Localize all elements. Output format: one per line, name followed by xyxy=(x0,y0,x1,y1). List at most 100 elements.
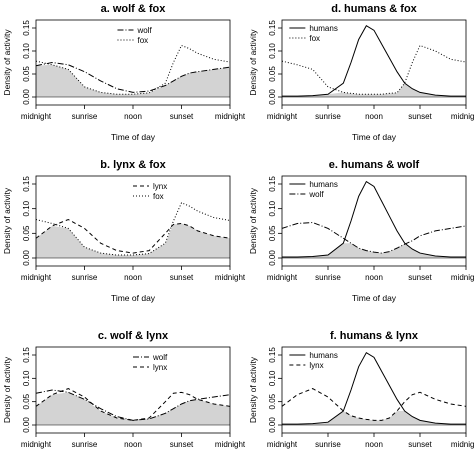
x-tick-label: sunrise xyxy=(315,112,341,121)
x-tick-label: midnight xyxy=(21,112,52,121)
x-tick-label: midnight xyxy=(215,440,246,449)
x-tick-label: midnight xyxy=(451,273,474,282)
overlap-area xyxy=(36,64,230,97)
legend-label-lynx: lynx xyxy=(153,363,167,372)
chart-title: f. humans & lynx xyxy=(330,330,419,342)
y-tick-label: 0.15 xyxy=(22,176,31,192)
legend-label-wolf: wolf xyxy=(136,26,152,35)
chart-panel-1: a. wolf & fox 0.00 0.05 0.10 0.15 Density of … xyxy=(2,3,246,142)
x-axis-label: Time of day xyxy=(111,293,156,303)
y-tick-label: 0.00 xyxy=(22,250,31,266)
overlap-area xyxy=(36,392,230,425)
x-tick-label: midnight xyxy=(451,112,474,121)
y-axis-label: Density of activity xyxy=(2,187,12,254)
y-axis-label: Density of activity xyxy=(2,29,12,96)
x-tick-label: sunrise xyxy=(72,273,98,282)
y-tick-label: 0.15 xyxy=(268,20,277,36)
legend-label-humans: humans xyxy=(309,180,337,189)
chart-panel-6: f. humans & lynx 0.00 0.05 0.10 0.15 Density … xyxy=(248,330,474,462)
y-tick-label: 0.10 xyxy=(22,43,31,59)
chart-title: d. humans & fox xyxy=(331,3,417,15)
y-tick-label: 0.15 xyxy=(22,20,31,36)
chart-panel-2: b. lynx & fox 0.00 0.05 0.10 0.15 Density of … xyxy=(2,159,246,303)
x-tick-label: midnight xyxy=(21,440,52,449)
y-tick-label: 0.05 xyxy=(22,393,31,409)
y-axis-label: Density of activity xyxy=(2,356,12,423)
chart-title: e. humans & wolf xyxy=(329,159,420,171)
series-line-lynx xyxy=(281,388,467,421)
x-axis-label: Time of day xyxy=(352,132,397,142)
x-tick-label: noon xyxy=(365,273,383,282)
legend-label-humans: humans xyxy=(309,24,337,33)
x-tick-label: sunset xyxy=(408,112,432,121)
x-axis-label: Time of day xyxy=(111,132,156,142)
overlap-area xyxy=(282,243,466,258)
y-tick-label: 0.10 xyxy=(22,200,31,216)
legend-label-humans: humans xyxy=(309,351,337,360)
y-tick-label: 0.00 xyxy=(268,89,277,105)
x-tick-label: noon xyxy=(124,440,142,449)
x-tick-label: sunrise xyxy=(72,112,98,121)
x-tick-label: sunrise xyxy=(72,440,98,449)
series-line-fox xyxy=(281,44,467,95)
y-tick-label: 0.05 xyxy=(22,66,31,82)
y-axis-label: Density of activity xyxy=(248,187,258,254)
x-tick-label: noon xyxy=(365,112,383,121)
y-tick-label: 0.00 xyxy=(268,250,277,266)
x-tick-label: midnight xyxy=(215,273,246,282)
y-tick-label: 0.10 xyxy=(268,43,277,59)
x-tick-label: sunset xyxy=(170,112,194,121)
x-tick-label: midnight xyxy=(451,440,474,449)
y-tick-label: 0.15 xyxy=(22,347,31,363)
x-tick-label: midnight xyxy=(267,112,298,121)
y-tick-label: 0.05 xyxy=(268,393,277,409)
x-tick-label: noon xyxy=(365,440,383,449)
y-tick-label: 0.00 xyxy=(268,417,277,433)
overlap-area xyxy=(36,223,230,258)
series-line-humans xyxy=(282,351,466,425)
y-tick-label: 0.05 xyxy=(268,66,277,82)
x-tick-label: midnight xyxy=(267,273,298,282)
series-line-lynx xyxy=(35,218,231,254)
chart-panel-4: d. humans & fox 0.00 0.05 0.10 0.15 Density o… xyxy=(248,3,474,142)
x-tick-label: midnight xyxy=(215,112,246,121)
chart-title: a. wolf & fox xyxy=(101,3,167,15)
chart-panel-3: c. wolf & lynx 0.00 0.05 0.10 0.15 Density of… xyxy=(2,330,246,462)
y-axis-label: Density of activity xyxy=(248,356,258,423)
overlap-area xyxy=(282,411,466,425)
chart-panel-5: e. humans & wolf 0.00 0.05 0.10 0.15 Density … xyxy=(248,159,474,303)
chart-title: c. wolf & lynx xyxy=(98,330,169,342)
series-line-humans xyxy=(282,25,466,97)
legend-label-lynx: lynx xyxy=(153,182,167,191)
legend-label-fox: fox xyxy=(137,36,148,45)
x-tick-label: sunset xyxy=(170,440,194,449)
series-line-wolf xyxy=(35,389,231,421)
x-tick-label: noon xyxy=(124,112,142,121)
y-axis-label: Density of activity xyxy=(248,29,258,96)
y-tick-label: 0.10 xyxy=(268,200,277,216)
y-tick-label: 0.00 xyxy=(22,417,31,433)
legend-label-lynx: lynx xyxy=(309,361,323,370)
legend-label-fox: fox xyxy=(309,34,320,43)
x-tick-label: sunset xyxy=(170,273,194,282)
y-tick-label: 0.15 xyxy=(268,176,277,192)
y-tick-label: 0.15 xyxy=(268,347,277,363)
chart-title: b. lynx & fox xyxy=(100,159,166,171)
series-line-lynx xyxy=(35,388,231,421)
x-axis-label: Time of day xyxy=(111,460,156,462)
x-tick-label: midnight xyxy=(267,440,298,449)
x-tick-label: midnight xyxy=(21,273,52,282)
overlap-area xyxy=(282,83,466,97)
legend-label-wolf: wolf xyxy=(308,190,324,199)
series-line-humans xyxy=(282,180,466,258)
x-axis-label: Time of day xyxy=(352,460,397,462)
x-tick-label: sunset xyxy=(408,440,432,449)
x-axis-label: Time of day xyxy=(352,293,397,303)
legend-label-wolf: wolf xyxy=(152,353,168,362)
y-tick-label: 0.00 xyxy=(22,89,31,105)
x-tick-label: noon xyxy=(124,273,142,282)
y-tick-label: 0.10 xyxy=(268,370,277,386)
x-tick-label: sunrise xyxy=(315,273,341,282)
legend-label-fox: fox xyxy=(153,192,164,201)
